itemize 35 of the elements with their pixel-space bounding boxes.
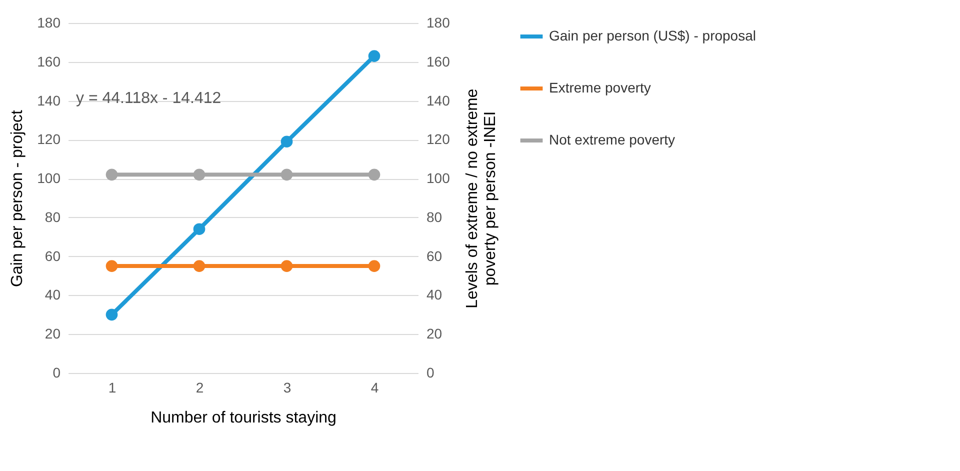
y2-tick-label: 100 (426, 170, 450, 186)
y2-tick-label: 180 (426, 14, 450, 30)
point (106, 308, 118, 321)
y-tick-label: 140 (37, 92, 61, 108)
y-tick-label: 40 (44, 286, 61, 303)
y-tick-label: 100 (37, 170, 61, 186)
y2-axis-title: Levels of extreme / no extreme poverty per person -INEI (464, 88, 499, 308)
y-tick-label: 20 (44, 326, 61, 342)
x-axis-title: Number of tourists staying (150, 410, 336, 426)
legend-label: Not extreme poverty (549, 132, 676, 148)
y-tick-label: 0 (52, 364, 61, 380)
y-tick-label: 180 (37, 14, 61, 30)
y2-tick-label: 20 (426, 326, 442, 342)
y2-tick-label: 140 (426, 92, 450, 108)
x-tick-label: 4 (370, 380, 379, 396)
point (280, 136, 293, 148)
y2-tick-label: 160 (426, 53, 450, 70)
y2-tick-label: 0 (426, 364, 434, 380)
y2-tick-label: 60 (426, 248, 442, 264)
point (193, 223, 206, 236)
y2-tick-label: 40 (426, 286, 442, 303)
y-axis-title: Gain per person - project (9, 109, 26, 287)
x-tick-label: 3 (283, 380, 292, 396)
y-tick-label: 60 (44, 248, 61, 264)
y2-tick-label: 120 (426, 131, 450, 148)
legend-label: Extreme poverty (549, 80, 651, 96)
point (368, 50, 380, 62)
legend-label: Gain per person (US$) - proposal (549, 28, 756, 44)
y-tick-label: 80 (44, 208, 61, 225)
y-tick-label: 160 (37, 53, 61, 70)
y2-tick-label: 80 (426, 208, 442, 225)
annotation: y = 44.118x - 14.412 (76, 90, 222, 107)
x-tick-label: 1 (108, 380, 116, 396)
x-tick-label: 2 (196, 380, 204, 396)
y-tick-label: 120 (37, 131, 61, 148)
